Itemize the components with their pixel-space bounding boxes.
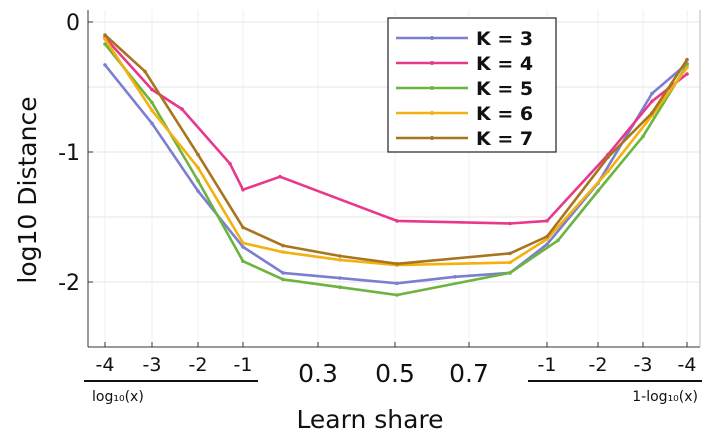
data-point-k7 bbox=[650, 111, 654, 115]
data-point-k5 bbox=[641, 134, 645, 139]
data-point-k6 bbox=[606, 169, 610, 174]
data-point-k3 bbox=[338, 276, 342, 280]
y-tick-label: -1 bbox=[58, 141, 80, 166]
series-lines bbox=[103, 33, 689, 297]
data-point-k7 bbox=[606, 155, 610, 159]
x-tick-label: -3 bbox=[143, 354, 162, 376]
x-tick-label: 0.3 bbox=[298, 359, 338, 388]
y-tick-label: -2 bbox=[58, 271, 80, 296]
data-point-k6 bbox=[508, 260, 512, 265]
data-point-k3 bbox=[150, 121, 154, 126]
data-point-k3 bbox=[196, 189, 200, 193]
data-point-k4 bbox=[180, 107, 184, 111]
legend-marker bbox=[430, 36, 434, 40]
data-point-k6 bbox=[241, 241, 245, 245]
legend: K = 3 K = 4 K = 5 K = 6 K = 7 bbox=[387, 17, 557, 153]
legend-marker bbox=[430, 136, 434, 140]
data-point-k5 bbox=[508, 271, 512, 275]
data-point-k6 bbox=[103, 37, 107, 41]
data-point-k3 bbox=[395, 281, 399, 286]
x-tick-label: -2 bbox=[589, 354, 608, 376]
data-point-k4 bbox=[241, 187, 245, 192]
x-tick-label: 0.5 bbox=[375, 359, 415, 388]
data-point-k6 bbox=[281, 250, 285, 254]
data-point-k5 bbox=[596, 189, 600, 193]
y-tick-label: 0 bbox=[66, 11, 80, 36]
x-tick-label: -4 bbox=[96, 354, 115, 376]
data-point-k4 bbox=[685, 72, 689, 76]
data-point-k7 bbox=[395, 262, 399, 266]
x-tick-label: -1 bbox=[538, 354, 557, 376]
data-point-k7 bbox=[685, 57, 689, 62]
data-point-k7 bbox=[103, 33, 107, 37]
x-tick-label: -4 bbox=[678, 354, 697, 376]
data-point-k5 bbox=[241, 259, 245, 264]
data-point-k3 bbox=[650, 91, 654, 96]
axes: 0 -1 -2 -4 -3 -2 -1 0.3 0.5 0.7 -1 -2 -3 -4 bbox=[58, 10, 702, 388]
data-point-k4 bbox=[395, 219, 399, 223]
data-point-k5 bbox=[281, 277, 285, 282]
legend-label: K = 5 bbox=[476, 78, 533, 100]
data-point-k6 bbox=[196, 165, 200, 170]
series-line-k7 bbox=[104, 34, 689, 266]
data-point-k3 bbox=[103, 63, 107, 67]
data-point-k3 bbox=[545, 242, 549, 247]
legend-marker bbox=[430, 61, 434, 65]
data-point-k7 bbox=[281, 243, 285, 248]
data-point-k7 bbox=[196, 152, 200, 157]
series-line-k5 bbox=[103, 43, 689, 297]
legend-label: K = 7 bbox=[476, 128, 533, 150]
data-point-k4 bbox=[508, 221, 512, 226]
data-point-k4 bbox=[650, 99, 654, 104]
data-point-k5 bbox=[103, 42, 107, 46]
data-point-k4 bbox=[150, 87, 154, 92]
legend-box bbox=[387, 17, 557, 153]
data-point-k4 bbox=[278, 174, 282, 179]
data-point-k5 bbox=[395, 293, 399, 297]
x-tick-label: -1 bbox=[234, 354, 253, 376]
left-scale-label: log₁₀(x) bbox=[92, 389, 144, 405]
axis-labels: log₁₀(x) 1-log₁₀(x) Learn share log10 Dista… bbox=[13, 96, 698, 433]
legend-label: K = 4 bbox=[476, 53, 533, 75]
series-line-k4 bbox=[104, 36, 688, 225]
data-point-k7 bbox=[241, 225, 245, 230]
data-point-k6 bbox=[685, 65, 689, 70]
data-point-k7 bbox=[338, 254, 342, 258]
y-axis-title: log10 Distance bbox=[13, 96, 42, 283]
legend-marker bbox=[430, 111, 434, 115]
x-tick-label: -3 bbox=[634, 354, 653, 376]
data-point-k6 bbox=[338, 258, 342, 262]
data-point-k7 bbox=[545, 234, 549, 239]
x-tick-label: -2 bbox=[189, 354, 208, 376]
data-point-k5 bbox=[150, 100, 154, 105]
series-line-k6 bbox=[103, 38, 689, 267]
data-point-k5 bbox=[338, 285, 342, 290]
legend-marker bbox=[430, 86, 434, 90]
data-point-k5 bbox=[556, 238, 560, 243]
data-point-k5 bbox=[196, 178, 200, 183]
legend-label: K = 6 bbox=[476, 103, 533, 125]
data-point-k4 bbox=[545, 219, 549, 223]
data-point-k5 bbox=[685, 63, 689, 67]
data-point-k7 bbox=[143, 69, 147, 74]
legend-label: K = 3 bbox=[476, 28, 533, 50]
data-point-k3 bbox=[241, 245, 245, 249]
data-point-k3 bbox=[453, 275, 457, 279]
right-scale-label: 1-log₁₀(x) bbox=[632, 389, 698, 405]
data-point-k6 bbox=[150, 108, 154, 113]
data-point-k3 bbox=[281, 271, 285, 275]
x-axis-title: Learn share bbox=[296, 405, 443, 433]
x-tick-label: 0.7 bbox=[449, 359, 489, 388]
data-point-k7 bbox=[508, 251, 512, 256]
data-point-k4 bbox=[228, 161, 232, 166]
